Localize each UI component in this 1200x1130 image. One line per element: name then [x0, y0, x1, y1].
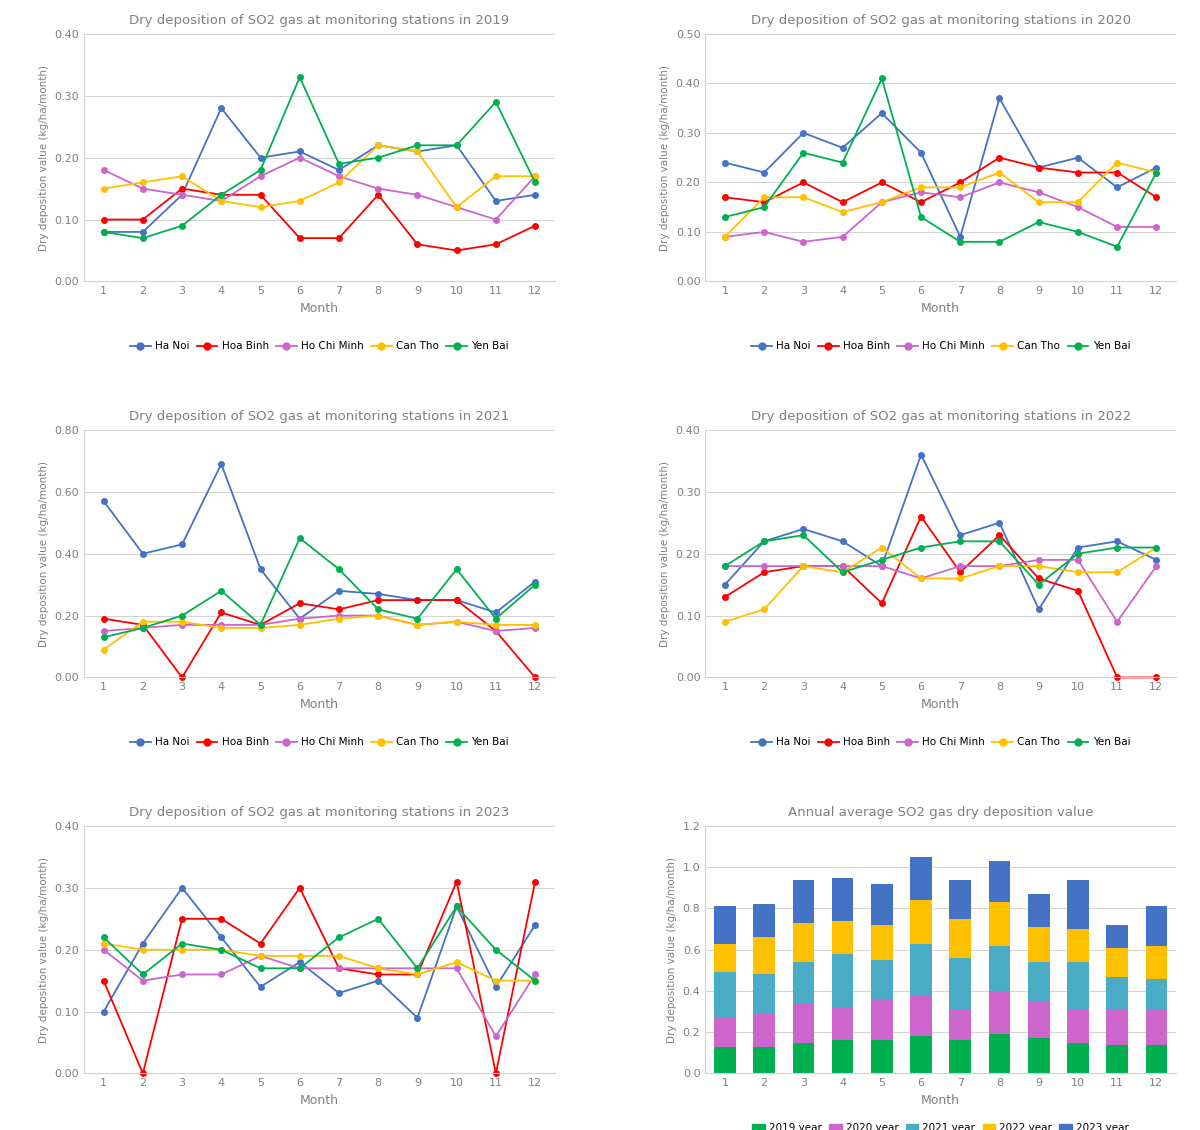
- Title: Dry deposition of SO2 gas at monitoring stations in 2022: Dry deposition of SO2 gas at monitoring …: [750, 410, 1130, 424]
- Title: Dry deposition of SO2 gas at monitoring stations in 2023: Dry deposition of SO2 gas at monitoring …: [130, 806, 510, 819]
- Title: Dry deposition of SO2 gas at monitoring stations in 2021: Dry deposition of SO2 gas at monitoring …: [130, 410, 510, 424]
- Y-axis label: Dry deposition value (kg/ha/month): Dry deposition value (kg/ha/month): [38, 857, 49, 1043]
- Bar: [714, 944, 736, 973]
- Bar: [949, 958, 971, 1009]
- Bar: [1146, 1009, 1168, 1044]
- Bar: [754, 974, 775, 1014]
- Bar: [989, 991, 1010, 1034]
- Y-axis label: Dry deposition value (kg/ha/month): Dry deposition value (kg/ha/month): [667, 857, 677, 1043]
- Bar: [1146, 946, 1168, 979]
- Bar: [989, 1034, 1010, 1074]
- Bar: [1028, 894, 1050, 927]
- Bar: [949, 1009, 971, 1041]
- X-axis label: Month: Month: [922, 1094, 960, 1107]
- Bar: [1067, 1009, 1088, 1043]
- Bar: [792, 1043, 814, 1074]
- X-axis label: Month: Month: [300, 698, 338, 711]
- Bar: [1146, 906, 1168, 946]
- Title: Annual average SO2 gas dry deposition value: Annual average SO2 gas dry deposition va…: [788, 806, 1093, 819]
- Bar: [792, 1003, 814, 1043]
- Bar: [871, 884, 893, 925]
- Bar: [949, 919, 971, 958]
- Bar: [1028, 927, 1050, 962]
- Y-axis label: Dry deposition value (kg/ha/month): Dry deposition value (kg/ha/month): [38, 461, 49, 646]
- Bar: [832, 878, 853, 921]
- Bar: [1028, 1001, 1050, 1038]
- X-axis label: Month: Month: [922, 302, 960, 315]
- Bar: [1146, 1044, 1168, 1074]
- Bar: [911, 944, 932, 996]
- Bar: [1106, 1009, 1128, 1044]
- Bar: [949, 879, 971, 919]
- Bar: [989, 861, 1010, 902]
- Bar: [949, 1041, 971, 1074]
- Bar: [754, 1046, 775, 1074]
- Bar: [714, 973, 736, 1018]
- Bar: [871, 960, 893, 999]
- Bar: [714, 1018, 736, 1046]
- Bar: [832, 954, 853, 1008]
- Bar: [1106, 925, 1128, 948]
- Bar: [714, 1046, 736, 1074]
- Bar: [792, 923, 814, 962]
- Bar: [911, 996, 932, 1036]
- Title: Dry deposition of SO2 gas at monitoring stations in 2020: Dry deposition of SO2 gas at monitoring …: [750, 15, 1130, 27]
- Y-axis label: Dry deposition value (kg/ha/month): Dry deposition value (kg/ha/month): [660, 64, 670, 251]
- Bar: [792, 962, 814, 1003]
- Bar: [1067, 879, 1088, 929]
- Bar: [1028, 1038, 1050, 1074]
- X-axis label: Month: Month: [300, 302, 338, 315]
- Bar: [1067, 962, 1088, 1009]
- Bar: [754, 1014, 775, 1046]
- Bar: [754, 904, 775, 938]
- Bar: [754, 938, 775, 974]
- Legend: Ha Noi, Hoa Binh, Ho Chi Minh, Can Tho, Yen Bai: Ha Noi, Hoa Binh, Ho Chi Minh, Can Tho, …: [746, 733, 1134, 751]
- Bar: [871, 925, 893, 960]
- Bar: [989, 902, 1010, 946]
- Bar: [1067, 929, 1088, 962]
- Bar: [832, 1041, 853, 1074]
- Bar: [989, 946, 1010, 991]
- Bar: [871, 1041, 893, 1074]
- Title: Dry deposition of SO2 gas at monitoring stations in 2019: Dry deposition of SO2 gas at monitoring …: [130, 15, 510, 27]
- Y-axis label: Dry deposition value (kg/ha/month): Dry deposition value (kg/ha/month): [38, 64, 49, 251]
- X-axis label: Month: Month: [922, 698, 960, 711]
- Bar: [1146, 979, 1168, 1009]
- Bar: [1067, 1043, 1088, 1074]
- Bar: [832, 921, 853, 954]
- Bar: [911, 901, 932, 944]
- Legend: Ha Noi, Hoa Binh, Ho Chi Minh, Can Tho, Yen Bai: Ha Noi, Hoa Binh, Ho Chi Minh, Can Tho, …: [126, 337, 514, 356]
- Bar: [871, 999, 893, 1041]
- Bar: [1106, 1044, 1128, 1074]
- Bar: [911, 1036, 932, 1074]
- Bar: [832, 1008, 853, 1041]
- Bar: [911, 857, 932, 901]
- Bar: [1106, 948, 1128, 976]
- Legend: Ha Noi, Hoa Binh, Ho Chi Minh, Can Tho, Yen Bai: Ha Noi, Hoa Binh, Ho Chi Minh, Can Tho, …: [126, 733, 514, 751]
- Legend: Ha Noi, Hoa Binh, Ho Chi Minh, Can Tho, Yen Bai: Ha Noi, Hoa Binh, Ho Chi Minh, Can Tho, …: [746, 337, 1134, 356]
- Legend: 2019 year, 2020 year, 2021 year, 2022 year, 2023 year: 2019 year, 2020 year, 2021 year, 2022 ye…: [748, 1119, 1133, 1130]
- Bar: [1106, 976, 1128, 1009]
- Bar: [792, 879, 814, 923]
- Y-axis label: Dry deposition value (kg/ha/month): Dry deposition value (kg/ha/month): [660, 461, 670, 646]
- Bar: [1028, 962, 1050, 1001]
- X-axis label: Month: Month: [300, 1094, 338, 1107]
- Bar: [714, 906, 736, 944]
